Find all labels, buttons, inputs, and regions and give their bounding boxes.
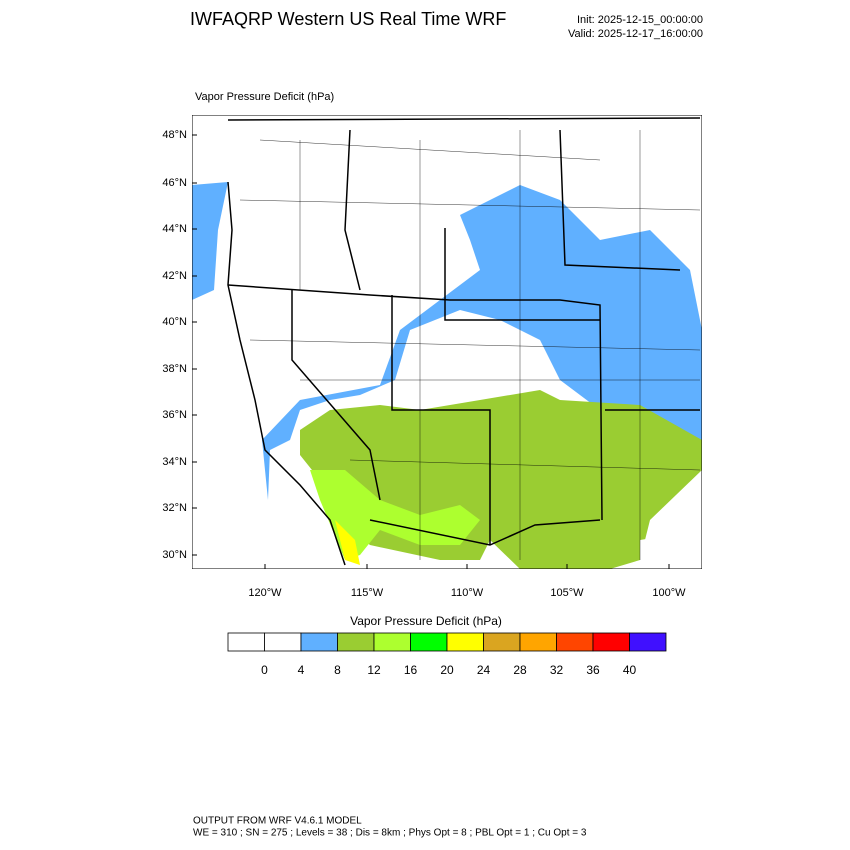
lon-label: 120°W: [248, 587, 282, 599]
lon-label: 105°W: [550, 587, 584, 599]
colorbar-box: [264, 632, 302, 652]
footer-line: OUTPUT FROM WRF V4.6.1 MODEL: [193, 816, 362, 827]
colorbar-label: 28: [513, 663, 527, 677]
lat-label: 42°N: [162, 270, 187, 282]
colorbar-box: [373, 632, 411, 652]
colorbar-label: 32: [550, 663, 564, 677]
lat-label: 38°N: [162, 363, 187, 375]
colorbar-box: [227, 632, 265, 652]
colorbar-box: [519, 632, 557, 652]
colorbar-label: 20: [440, 663, 454, 677]
title: IWFAQRP Western US Real Time WRF: [190, 9, 506, 29]
lat-label: 40°N: [162, 316, 187, 328]
colorbar-box: [592, 632, 630, 652]
map: [192, 115, 702, 569]
colorbar-box: [483, 632, 521, 652]
lat-label: 30°N: [162, 549, 187, 561]
lat-label: 34°N: [162, 456, 187, 468]
lat-label: 44°N: [162, 223, 187, 235]
colorbar-label: 0: [261, 663, 268, 677]
colorbar-label: 40: [623, 663, 637, 677]
colorbar-box: [556, 632, 594, 652]
valid-time: Valid: 2025-12-17_16:00:00: [568, 28, 703, 40]
lon-label: 110°W: [451, 587, 484, 599]
colorbar-title: Vapor Pressure Deficit (hPa): [350, 614, 502, 628]
colorbar-label: 12: [367, 663, 381, 677]
field-title: Vapor Pressure Deficit (hPa): [195, 91, 334, 103]
colorbar-label: 8: [334, 663, 341, 677]
colorbar-box: [446, 632, 484, 652]
colorbar-box: [410, 632, 448, 652]
lat-label: 46°N: [162, 177, 187, 189]
footer-line: WE = 310 ; SN = 275 ; Levels = 38 ; Dis …: [193, 828, 587, 839]
colorbar-label: 16: [404, 663, 418, 677]
lat-label: 32°N: [162, 502, 187, 514]
lon-label: 100°W: [652, 587, 686, 599]
colorbar-label: 24: [477, 663, 491, 677]
lon-label: 115°W: [351, 587, 384, 599]
lat-label: 36°N: [162, 409, 187, 421]
colorbar-box: [629, 632, 667, 652]
init-time: Init: 2025-12-15_00:00:00: [577, 14, 703, 26]
colorbar-box: [337, 632, 375, 652]
lat-label: 48°N: [162, 129, 187, 141]
colorbar-box: [300, 632, 338, 652]
colorbar-label: 36: [586, 663, 600, 677]
colorbar-label: 4: [298, 663, 305, 677]
